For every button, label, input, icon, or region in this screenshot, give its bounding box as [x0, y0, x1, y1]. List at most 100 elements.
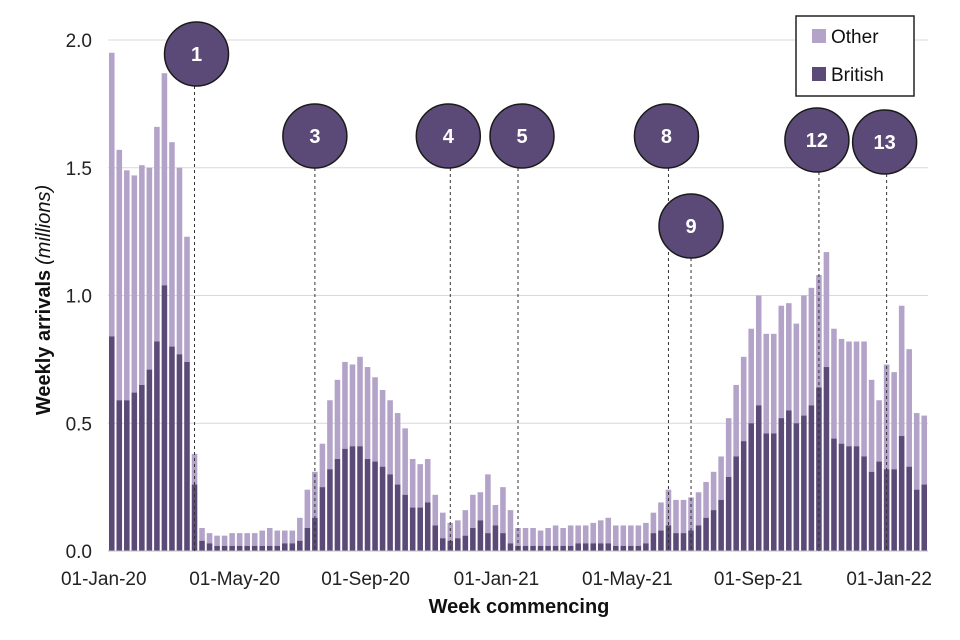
bar-british — [169, 346, 175, 551]
bar-british — [891, 469, 897, 551]
bar-other — [650, 512, 657, 534]
marker-circle — [658, 193, 724, 259]
bar-other — [530, 528, 536, 546]
bar-other — [718, 456, 724, 500]
bar-british — [176, 354, 183, 551]
bar-british — [613, 545, 619, 551]
bar-british — [372, 461, 378, 551]
bar-other — [236, 533, 243, 546]
marker-circle — [163, 21, 230, 87]
y-axis-title: Weekly arrivals (millions) — [33, 185, 55, 415]
bar-other — [334, 379, 341, 460]
bar-other — [778, 305, 785, 419]
bar-other — [319, 443, 326, 488]
bar-british — [537, 545, 544, 551]
bar-other — [199, 528, 205, 541]
bar-other — [628, 525, 634, 546]
bar-other — [522, 528, 529, 546]
bar-other — [342, 361, 348, 449]
bar-other — [357, 356, 363, 447]
bar-other — [635, 525, 642, 546]
x-tick-label: 01-May-21 — [582, 569, 673, 590]
bar-other — [462, 510, 469, 536]
bar-other — [605, 517, 612, 544]
bar-british — [567, 545, 574, 551]
bar-british — [710, 510, 717, 551]
bar-british — [409, 507, 416, 551]
bar-other — [755, 295, 762, 406]
bar-british — [658, 530, 664, 551]
bar-british — [304, 528, 311, 551]
bar-british — [906, 466, 912, 551]
bar-british — [507, 543, 514, 551]
bar-other — [500, 487, 506, 534]
bar-other — [154, 126, 160, 342]
bar-other — [876, 400, 882, 462]
bar-other — [447, 522, 454, 541]
bar-british — [161, 285, 168, 551]
bar-other — [184, 236, 190, 362]
bar-british — [628, 545, 634, 551]
bar-other — [740, 356, 747, 442]
legend-swatch-british — [812, 67, 826, 81]
bar-other — [613, 525, 619, 546]
bar-other — [643, 522, 649, 544]
bar-british — [146, 369, 153, 551]
bar-british — [605, 543, 612, 551]
bar-british — [500, 533, 506, 551]
bar-other — [710, 471, 717, 511]
bar-other — [846, 341, 852, 447]
bar-british — [357, 446, 363, 551]
bar-other — [432, 494, 439, 526]
y-tick-label: 1.0 — [66, 287, 92, 308]
bar-british — [703, 517, 709, 551]
bar-other — [898, 305, 905, 437]
bar-other — [770, 333, 777, 434]
bar-other — [680, 499, 687, 534]
bar-british — [545, 545, 551, 551]
legend-label-other: Other — [831, 27, 879, 48]
bar-british — [898, 436, 905, 551]
x-tick-label: 01-Jan-21 — [454, 569, 540, 590]
bar-british — [364, 459, 371, 551]
y-tick-label: 0.5 — [66, 414, 92, 435]
bar-british — [334, 459, 341, 551]
bar-other — [349, 364, 356, 447]
bar-other — [838, 338, 845, 444]
bar-british — [477, 520, 484, 551]
bar-other — [214, 535, 220, 546]
bar-british — [266, 545, 273, 551]
bar-british — [214, 545, 220, 551]
marker-circle — [415, 103, 482, 169]
bar-british — [680, 533, 687, 551]
bar-other — [289, 530, 296, 544]
bar-british — [838, 443, 845, 551]
bar-other — [282, 530, 288, 544]
y-tick-label: 0.0 — [66, 542, 92, 563]
bar-british — [282, 543, 288, 551]
bar-other — [266, 528, 273, 546]
bar-british — [921, 484, 928, 551]
bar-british — [853, 446, 860, 551]
bar-other — [590, 522, 597, 544]
x-tick-label: 01-Sep-20 — [321, 569, 410, 590]
bar-other — [304, 489, 311, 529]
bar-british — [379, 466, 386, 551]
bar-other — [861, 341, 867, 457]
marker-circle — [633, 103, 700, 169]
bar-british — [470, 528, 476, 551]
x-tick-label: 01-Sep-21 — [714, 569, 803, 590]
bar-british — [319, 487, 326, 551]
bar-british — [808, 405, 815, 551]
bar-british — [552, 545, 559, 551]
bar-other — [470, 494, 476, 529]
x-tick-label: 01-Jan-20 — [61, 569, 147, 590]
bar-british — [725, 476, 732, 551]
bar-other — [424, 459, 431, 503]
bar-british — [447, 540, 454, 551]
bar-other — [748, 328, 754, 424]
bar-british — [868, 471, 875, 551]
legend: Other British — [795, 15, 915, 97]
bar-other — [206, 533, 213, 544]
